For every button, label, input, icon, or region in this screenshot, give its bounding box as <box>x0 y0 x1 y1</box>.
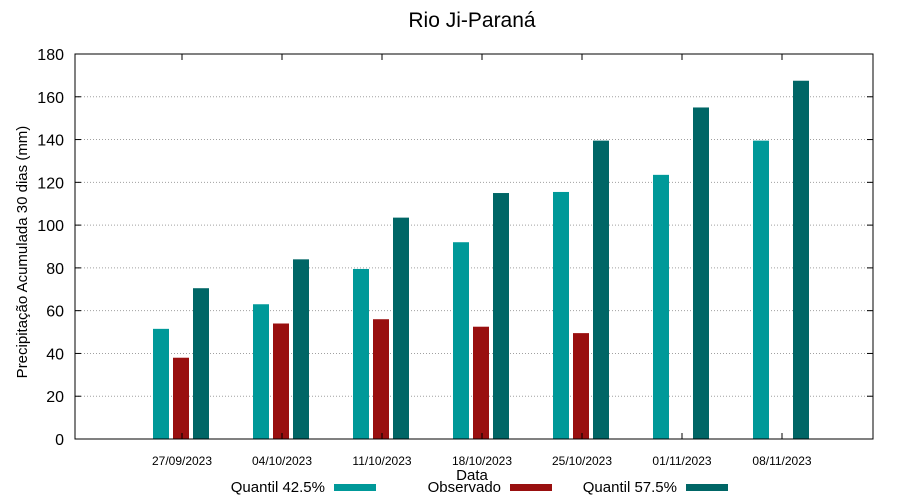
x-axis-ticks: 27/09/2023 04/10/2023 11/10/2023 18/10/2023… <box>152 54 812 468</box>
y-tick-label: 60 <box>46 304 64 321</box>
bar-quantil-57-5--2 <box>393 217 409 439</box>
y-tick-label: 100 <box>37 218 64 235</box>
bar-observado-1 <box>273 323 289 439</box>
plot-frame <box>74 53 874 440</box>
chart-title: Rio Ji-Paraná <box>408 9 536 32</box>
x-tick-label: 04/10/2023 <box>252 454 312 468</box>
bar-observado-2 <box>373 319 389 439</box>
bar-quantil-57-5--1 <box>293 259 309 439</box>
legend-label: Observado <box>428 479 501 496</box>
x-axis-label: Data <box>456 467 488 484</box>
y-tick-label: 140 <box>37 133 64 150</box>
x-tick-label: 27/09/2023 <box>152 454 212 468</box>
bar-quantil-42-5--0 <box>153 328 169 439</box>
bar-quantil-42-5--4 <box>553 191 569 439</box>
bar-observado-3 <box>473 326 489 439</box>
y-tick-label: 160 <box>37 90 64 107</box>
legend-swatch <box>510 484 552 491</box>
bar-quantil-57-5--0 <box>193 288 209 439</box>
bar-quantil-42-5--3 <box>453 242 469 439</box>
x-tick-label: 25/10/2023 <box>552 454 612 468</box>
bar-quantil-42-5--2 <box>353 268 369 439</box>
legend-label: Quantil 42.5% <box>231 479 325 496</box>
bars <box>153 80 809 439</box>
bar-quantil-42-5--1 <box>253 304 269 439</box>
bar-quantil-42-5--6 <box>753 140 769 439</box>
bar-observado-0 <box>173 357 189 439</box>
y-tick-label: 120 <box>37 175 64 192</box>
y-axis-label: Precipitação Acumulada 30 dias (mm) <box>14 126 31 379</box>
x-tick-label: 08/11/2023 <box>752 454 811 468</box>
x-tick-label: 01/11/2023 <box>652 454 711 468</box>
y-tick-label: 80 <box>46 261 64 278</box>
y-axis-ticks: 0 20 40 60 80 100 120 140 160 180 <box>37 47 873 449</box>
bar-quantil-57-5--6 <box>793 80 809 439</box>
y-tick-label: 40 <box>46 346 64 363</box>
y-tick-label: 0 <box>55 432 64 449</box>
bar-observado-4 <box>573 333 589 439</box>
x-tick-label: 11/10/2023 <box>352 454 411 468</box>
bar-quantil-42-5--5 <box>653 174 669 439</box>
y-tick-label: 180 <box>37 47 64 64</box>
bar-quantil-57-5--5 <box>693 107 709 439</box>
y-tick-label: 20 <box>46 389 64 406</box>
legend: Quantil 42.5% Observado Quantil 57.5% <box>231 479 728 496</box>
legend-swatch <box>334 484 376 491</box>
bar-quantil-57-5--3 <box>493 193 509 439</box>
bar-quantil-57-5--4 <box>593 140 609 439</box>
x-tick-label: 18/10/2023 <box>452 454 512 468</box>
legend-swatch <box>686 484 728 491</box>
legend-label: Quantil 57.5% <box>583 479 677 496</box>
